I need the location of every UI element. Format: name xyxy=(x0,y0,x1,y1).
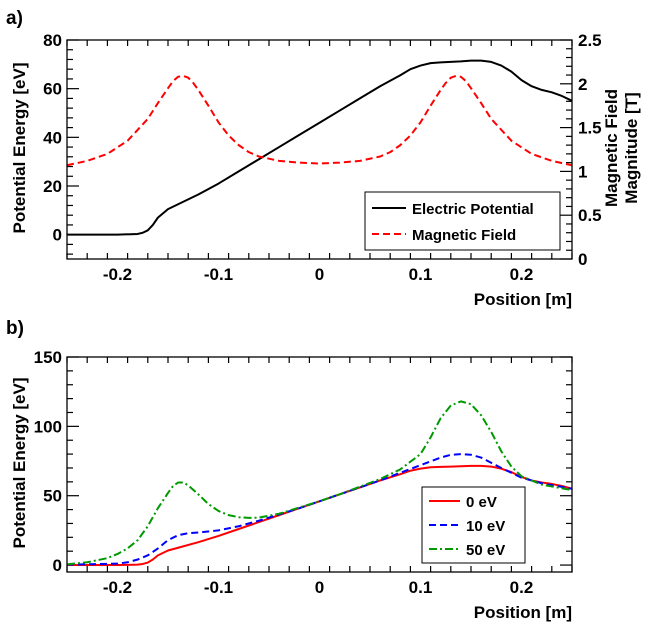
panel-b-curves xyxy=(66,400,573,567)
panel-a-chart: a) Potential Energy [eV] Magnetic Field … xyxy=(6,8,641,309)
legend-magnetic-field-label: Magnetic Field xyxy=(412,227,516,244)
panel-a-y2-tick-label: 0 xyxy=(578,250,587,269)
panel-b-y-tick-label: 150 xyxy=(34,348,62,367)
panel-a-y2-tick-label: 1.5 xyxy=(578,119,602,138)
panel-a-y2-axis-title-line-2: Magnitude [T] xyxy=(622,92,641,203)
legend-electric-potential-label: Electric Potential xyxy=(412,201,534,218)
series-50-ev-line xyxy=(66,400,573,566)
panel-b-chart: b) Potential Energy [eV] Position [m] -0… xyxy=(6,318,573,622)
panel-a-y-axis-title: Potential Energy [eV] xyxy=(10,63,29,234)
panel-a-y-tick-label: 80 xyxy=(43,31,62,50)
panel-b-x-tick-label: 0 xyxy=(315,578,324,597)
panel-b-y-tick-label: 0 xyxy=(53,556,62,575)
legend-50ev-label: 50 eV xyxy=(466,542,505,559)
panel-a-legend: Electric Potential Magnetic Field xyxy=(364,191,561,251)
legend-10ev-label: 10 eV xyxy=(466,518,505,535)
panel-a-y2-tick-label: 2.5 xyxy=(578,31,602,50)
panel-a-y-tick-label: 20 xyxy=(43,177,62,196)
panel-a-ticks: -0.2 -0.1 0 0.1 0.2 0 20 40 60 80 0 0.5 1 1.5 2 2.5 xyxy=(43,31,602,284)
panel-b-x-axis-title: Position [m] xyxy=(474,603,572,622)
panel-a-x-tick-label: -0.1 xyxy=(204,265,233,284)
panel-b-y-tick-label: 100 xyxy=(34,417,62,436)
series-electric-potential-line xyxy=(67,59,573,236)
panel-b-y-tick-label: 50 xyxy=(43,487,62,506)
panel-a-y-tick-label: 60 xyxy=(43,80,62,99)
panel-b-label: b) xyxy=(6,318,24,339)
panel-a-x-axis-title: Position [m] xyxy=(474,290,572,309)
panel-a-frame xyxy=(66,39,573,260)
panel-a-label: a) xyxy=(6,8,23,29)
panel-a-x-tick-label: 0.2 xyxy=(510,265,534,284)
panel-b-x-tick-label: -0.2 xyxy=(103,578,132,597)
panel-b-x-tick-label: 0.2 xyxy=(510,578,534,597)
panel-a-legend-box xyxy=(364,191,561,251)
panel-a-x-tick-label: 0 xyxy=(315,265,324,284)
panel-a-y2-tick-label: 2 xyxy=(578,75,587,94)
panel-a-y-tick-label: 0 xyxy=(53,226,62,245)
series-magnetic-field-line xyxy=(66,74,573,167)
panel-a-x-tick-label: -0.2 xyxy=(103,265,132,284)
panel-a-y2-axis-title-line-1: Magnetic Field xyxy=(602,89,621,207)
panel-b-x-tick-label: 0.1 xyxy=(409,578,433,597)
legend-0ev-label: 0 eV xyxy=(466,494,497,511)
panel-b-x-tick-label: -0.1 xyxy=(204,578,233,597)
panel-a-y-tick-label: 40 xyxy=(43,128,62,147)
panel-b-frame xyxy=(66,356,573,573)
panel-b-y-axis-title: Potential Energy [eV] xyxy=(10,378,29,549)
panel-a-x-tick-label: 0.1 xyxy=(409,265,433,284)
panel-a-curves xyxy=(66,59,573,236)
panel-b-legend-box xyxy=(421,486,526,564)
panel-b-legend: 0 eV 10 eV 50 eV xyxy=(421,486,526,564)
panel-a-y2-tick-label: 1 xyxy=(578,162,587,181)
panel-a-y2-tick-label: 0.5 xyxy=(578,206,602,225)
